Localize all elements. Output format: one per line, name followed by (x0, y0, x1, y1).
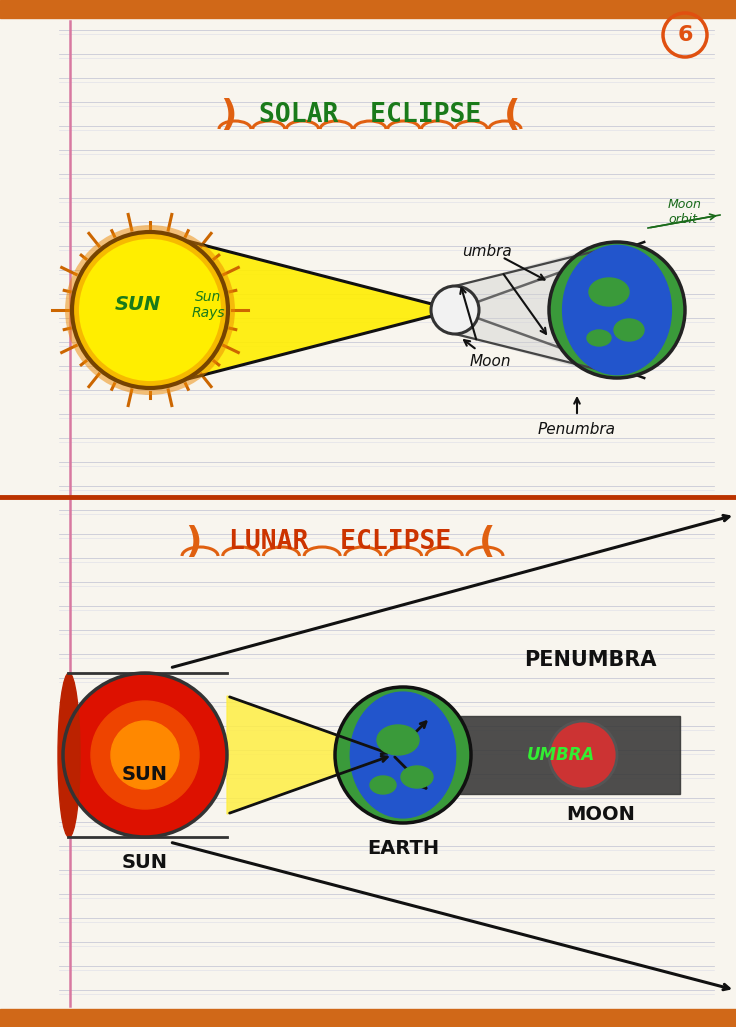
Circle shape (143, 753, 147, 757)
Circle shape (103, 713, 187, 797)
Polygon shape (189, 241, 455, 379)
Circle shape (91, 701, 199, 809)
Ellipse shape (350, 692, 456, 817)
Text: SUN: SUN (115, 296, 161, 314)
Text: SOLAR  ECLIPSE: SOLAR ECLIPSE (259, 102, 481, 128)
Circle shape (549, 242, 685, 378)
Polygon shape (455, 245, 606, 375)
Circle shape (119, 729, 171, 781)
Circle shape (335, 687, 471, 823)
Circle shape (67, 677, 223, 833)
Ellipse shape (589, 278, 629, 306)
Text: MOON: MOON (567, 804, 635, 824)
Ellipse shape (58, 673, 80, 837)
Text: SUN: SUN (122, 765, 168, 785)
Polygon shape (393, 718, 431, 793)
Circle shape (111, 721, 179, 789)
Ellipse shape (614, 319, 644, 341)
Text: Moon
orbit: Moon orbit (668, 198, 702, 226)
Ellipse shape (370, 776, 396, 794)
Circle shape (139, 749, 151, 761)
Text: ): ) (185, 525, 201, 559)
Circle shape (135, 745, 155, 765)
Bar (0, 1009, 736, 1027)
Circle shape (72, 232, 228, 388)
Circle shape (95, 705, 195, 805)
Circle shape (63, 673, 227, 837)
Circle shape (431, 286, 479, 334)
Circle shape (87, 697, 203, 813)
Text: (: ( (478, 525, 495, 559)
Circle shape (115, 725, 175, 785)
Text: Sun
Rays: Sun Rays (191, 290, 224, 320)
Polygon shape (434, 716, 680, 795)
Text: SUN: SUN (122, 852, 168, 872)
Ellipse shape (562, 245, 671, 375)
Circle shape (549, 721, 617, 789)
Text: 6: 6 (677, 25, 693, 45)
Polygon shape (227, 696, 393, 814)
Text: PENUMBRA: PENUMBRA (524, 650, 657, 670)
Ellipse shape (377, 725, 419, 755)
Circle shape (123, 733, 167, 777)
Text: UMBRA: UMBRA (527, 746, 595, 764)
Circle shape (83, 693, 207, 817)
Text: LUNAR  ECLIPSE: LUNAR ECLIPSE (229, 529, 451, 555)
Text: umbra: umbra (462, 244, 512, 260)
Bar (0, 0, 736, 18)
Circle shape (99, 709, 191, 801)
Circle shape (75, 685, 215, 825)
Text: ): ) (220, 98, 236, 132)
Ellipse shape (401, 766, 433, 788)
Text: Moon: Moon (470, 354, 511, 370)
Circle shape (71, 681, 219, 829)
Circle shape (107, 717, 183, 793)
Text: EARTH: EARTH (367, 838, 439, 858)
Text: (: ( (503, 98, 520, 132)
Text: Penumbra: Penumbra (538, 422, 616, 438)
Ellipse shape (587, 330, 611, 346)
Circle shape (131, 741, 159, 769)
Circle shape (79, 689, 211, 821)
Circle shape (127, 737, 163, 773)
